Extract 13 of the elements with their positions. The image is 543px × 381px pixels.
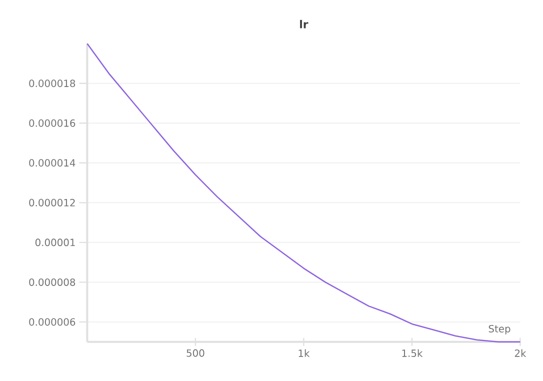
x-axis-title: Step [488,324,510,334]
y-tick-label: 0.000018 [29,79,76,87]
x-tick-label: 1.5k [402,349,423,357]
chart-title: lr [300,20,308,28]
y-tick-label: 0.000006 [29,318,76,326]
y-tick-label: 0.000016 [29,119,76,127]
y-tick-label: 0.000014 [29,158,76,166]
y-tick-label: 0.000012 [29,198,75,206]
x-tick-label: 500 [186,349,204,357]
y-tick-label: 0.000008 [29,278,76,286]
x-tick-label: 1k [298,349,310,357]
y-tick-label: 0.00001 [35,238,75,246]
x-tick-label: 2k [514,349,526,357]
